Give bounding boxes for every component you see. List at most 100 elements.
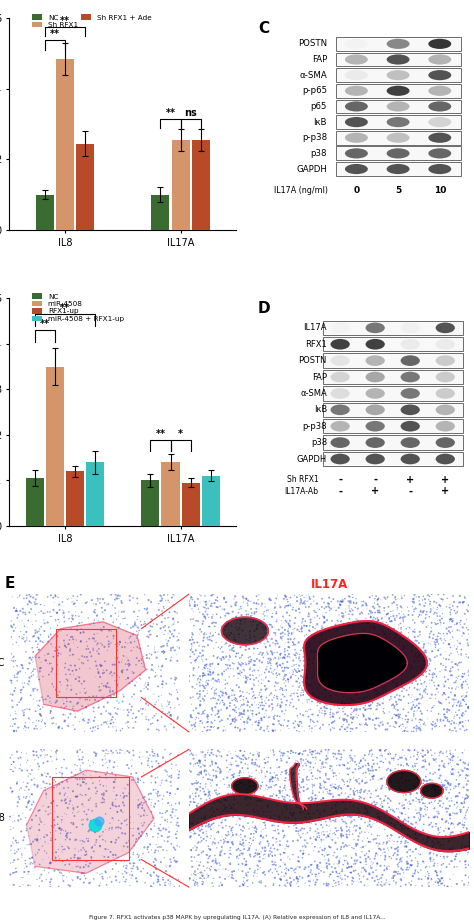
Point	[37, 832, 45, 846]
Point	[424, 743, 431, 758]
Point	[219, 877, 226, 892]
Point	[64, 774, 71, 789]
Point	[461, 839, 469, 854]
Point	[350, 874, 357, 889]
Point	[333, 865, 340, 880]
Point	[396, 855, 403, 869]
Point	[280, 650, 287, 664]
Point	[288, 795, 295, 809]
Point	[160, 638, 167, 653]
Point	[427, 845, 434, 860]
Point	[86, 617, 93, 632]
Point	[40, 756, 47, 771]
Point	[298, 821, 306, 836]
Point	[173, 782, 181, 796]
Point	[244, 693, 252, 708]
Point	[413, 703, 421, 718]
Point	[321, 614, 328, 629]
Point	[366, 629, 374, 644]
Point	[142, 856, 150, 870]
Point	[337, 840, 345, 855]
Point	[200, 633, 207, 648]
Point	[328, 759, 335, 773]
Point	[118, 665, 126, 680]
Point	[202, 678, 210, 693]
Point	[443, 744, 450, 759]
Point	[306, 745, 314, 760]
Point	[12, 865, 20, 880]
Point	[419, 665, 427, 680]
Point	[464, 636, 472, 650]
Point	[201, 610, 208, 625]
Point	[25, 783, 33, 797]
Point	[54, 618, 61, 633]
Point	[93, 638, 100, 652]
Point	[380, 770, 388, 784]
Point	[233, 843, 240, 857]
Point	[240, 779, 247, 794]
Point	[295, 602, 303, 616]
Point	[76, 742, 84, 757]
Point	[366, 711, 374, 726]
Point	[269, 606, 276, 621]
Point	[447, 816, 455, 831]
Point	[295, 719, 302, 734]
Point	[305, 623, 313, 638]
Point	[295, 635, 302, 650]
Point	[40, 774, 47, 789]
Point	[292, 638, 299, 652]
Point	[70, 648, 77, 663]
Point	[383, 803, 391, 818]
Point	[140, 655, 147, 670]
Point	[348, 705, 356, 720]
Point	[205, 673, 212, 687]
Point	[307, 801, 314, 816]
Point	[227, 681, 234, 696]
Point	[372, 846, 380, 861]
Point	[255, 663, 262, 678]
Point	[382, 742, 390, 757]
Point	[65, 663, 73, 677]
Point	[402, 709, 410, 723]
Point	[154, 747, 161, 761]
Point	[105, 666, 113, 681]
Point	[87, 856, 94, 870]
Point	[13, 670, 21, 685]
Point	[361, 638, 369, 652]
Point	[352, 683, 360, 698]
Point	[413, 785, 421, 800]
Point	[380, 626, 388, 641]
Point	[325, 680, 333, 695]
Point	[49, 639, 56, 654]
Point	[90, 844, 98, 858]
Point	[143, 827, 151, 842]
Point	[124, 671, 132, 686]
Point	[82, 686, 89, 700]
Point	[393, 608, 401, 623]
Point	[20, 591, 27, 606]
Point	[374, 847, 382, 862]
Point	[146, 792, 153, 807]
Point	[301, 675, 309, 689]
Point	[444, 849, 451, 864]
Point	[395, 606, 403, 621]
Point	[296, 647, 303, 662]
Point	[185, 596, 192, 611]
Point	[129, 842, 137, 857]
Point	[325, 772, 333, 786]
Point	[223, 753, 230, 768]
Point	[199, 706, 207, 721]
Point	[37, 722, 45, 736]
Point	[167, 687, 175, 702]
Point	[391, 700, 398, 715]
Point	[110, 666, 118, 681]
Point	[117, 821, 125, 835]
Point	[420, 715, 428, 730]
Point	[301, 590, 308, 605]
Point	[92, 597, 100, 612]
Point	[16, 589, 23, 603]
Point	[154, 831, 162, 845]
Point	[255, 678, 263, 693]
Point	[403, 683, 410, 698]
Point	[269, 878, 277, 893]
